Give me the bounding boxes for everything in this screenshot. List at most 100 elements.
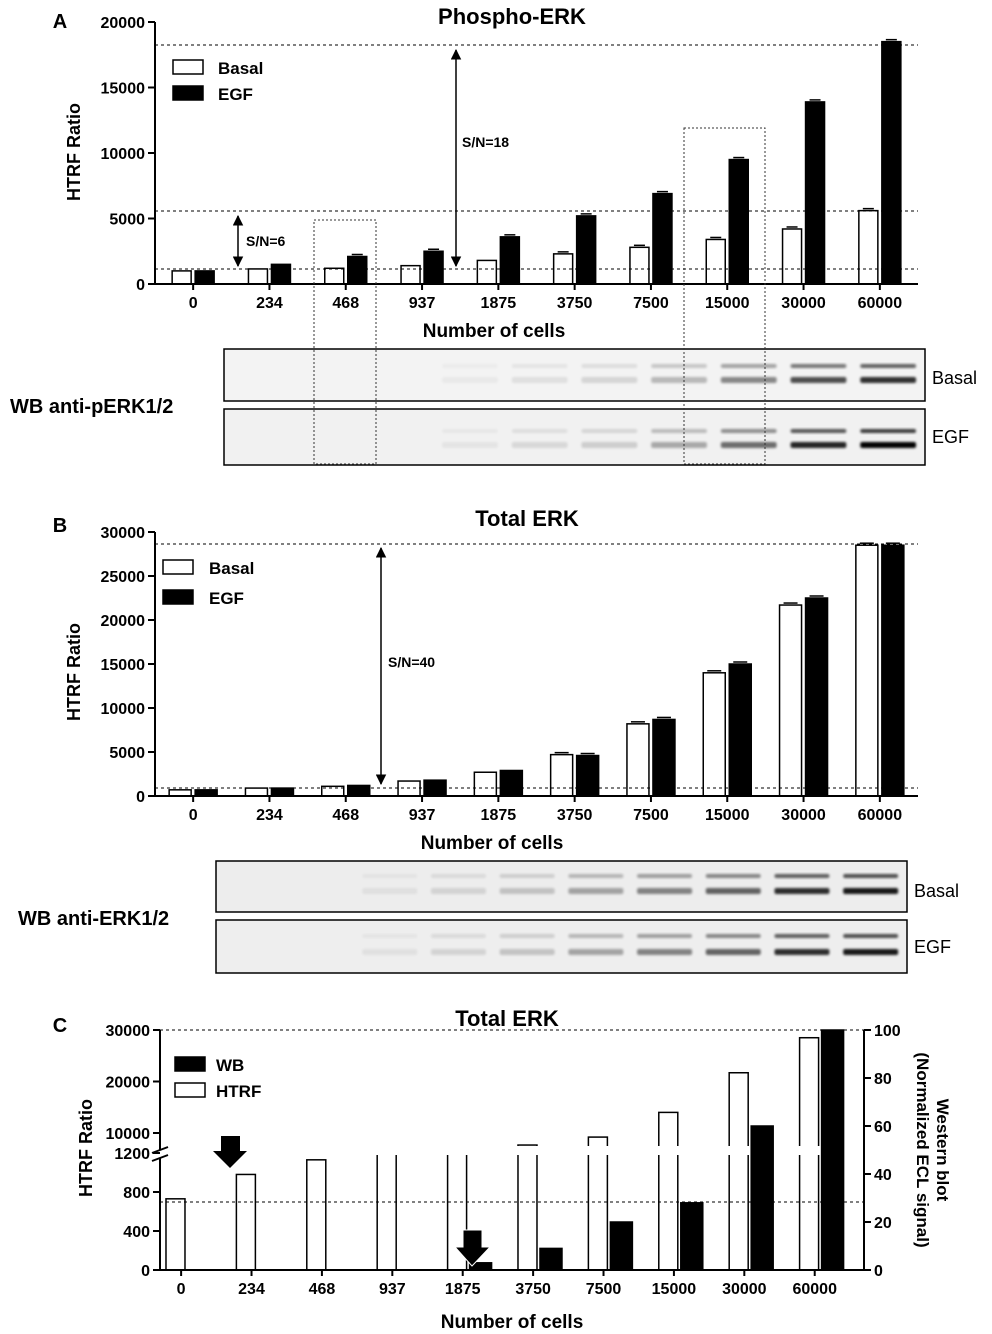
bar-htrf (517, 1144, 538, 1271)
y-tick-label: 10000 (101, 146, 146, 163)
legend-swatch-basal (172, 59, 204, 75)
chart-c-y2label-line2: (Normalized ECL signal) (913, 1052, 932, 1247)
bar-egf (652, 192, 673, 285)
blot-band (568, 874, 624, 878)
bar-basal (781, 228, 803, 285)
panel-a-letter: A (53, 11, 67, 33)
x-tick-label: 234 (238, 1281, 265, 1298)
blot-band (790, 377, 847, 383)
bar-egf (499, 236, 521, 285)
x-tick-label: 0 (189, 295, 198, 312)
bar-htrf (658, 1111, 679, 1271)
blot-band (651, 442, 707, 448)
x-tick-label: 3750 (557, 295, 593, 312)
x-tick-label: 15000 (705, 807, 750, 824)
blot-b-label: WB anti-ERK1/2 (18, 908, 169, 930)
y-tick-label: 5000 (109, 745, 145, 762)
bar-egf (347, 255, 368, 285)
blot-band (568, 888, 624, 894)
x-tick-label: 7500 (633, 295, 669, 312)
y-tick-label: 0 (136, 277, 145, 294)
bar-htrf (376, 1151, 397, 1271)
bar-wb (750, 1125, 774, 1271)
x-tick-label: 7500 (633, 807, 669, 824)
legend-label-basal: Basal (209, 559, 254, 578)
chart-c-x-ticks: 0 234 468 937 1875 3750 7500 15000 30000 60000 (177, 1270, 837, 1298)
sn40-label: S/N=40 (388, 654, 435, 670)
blot-a-lane-egf: EGF (932, 427, 969, 447)
blot-band (442, 377, 498, 383)
y-tick-label: 20000 (106, 1075, 151, 1092)
x-tick-label: 1875 (481, 807, 517, 824)
chart-a-title: Phospho-ERK (438, 4, 586, 29)
y-tick-label: 15000 (101, 657, 146, 674)
y-tick-label: 1200 (114, 1146, 150, 1163)
blot-band (651, 377, 707, 383)
blot-band (511, 442, 568, 448)
bar-egf (804, 101, 826, 285)
bar-wb (539, 1247, 563, 1271)
panel-c: C Total ERK HTRF Ratio Number of cells W… (53, 1006, 952, 1333)
y-tick-label: 800 (123, 1185, 150, 1202)
bar-htrf (165, 1198, 186, 1271)
blot-band (705, 949, 761, 955)
x-tick-label: 1875 (445, 1281, 481, 1298)
x-tick-label: 937 (409, 295, 436, 312)
bar-egf (347, 784, 371, 797)
sn18-label: S/N=18 (462, 134, 509, 150)
legend-swatch-wb (174, 1056, 206, 1072)
chart-b-ylabel: HTRF Ratio (64, 623, 84, 721)
blot-band (442, 442, 498, 448)
blot-band (790, 364, 847, 368)
blot-band (362, 888, 418, 894)
blot-b-basal-lane (215, 860, 908, 913)
panel-a: A Phospho-ERK HTRF Ratio Number of cells… (10, 4, 977, 466)
x-tick-label: 60000 (858, 807, 903, 824)
bar-wb (609, 1221, 634, 1271)
blot-band (637, 874, 693, 878)
blot-b-lane-egf: EGF (914, 937, 951, 957)
x-tick-label: 60000 (792, 1281, 837, 1298)
bar-egf (728, 158, 749, 285)
bar-egf (881, 544, 905, 797)
blot-band (581, 377, 638, 383)
bar-egf (270, 263, 292, 285)
x-tick-label: 0 (177, 1281, 186, 1298)
blot-band (790, 442, 847, 448)
bar-basal (629, 246, 650, 285)
bar-break-gap (797, 1146, 821, 1155)
blot-band (568, 934, 624, 938)
bar-basal (244, 787, 269, 797)
blot-band (581, 429, 638, 433)
blot-b-lane-basal: Basal (914, 881, 959, 901)
blot-band (442, 364, 498, 368)
bar-basal (400, 264, 421, 285)
blot-band (581, 442, 638, 448)
bar-egf (575, 754, 600, 797)
bar-egf (423, 250, 444, 285)
y2-tick-label: 60 (874, 1119, 892, 1136)
blot-band (651, 364, 707, 368)
blot-band (720, 429, 777, 433)
blot-band (774, 949, 830, 955)
blot-band (499, 934, 555, 938)
legend-label-htrf: HTRF (216, 1082, 261, 1101)
bar-break-gap (656, 1146, 680, 1155)
blot-a-bands (442, 364, 917, 448)
blot-band (511, 377, 568, 383)
panel-b: B Total ERK HTRF Ratio Number of cells 0… (18, 506, 959, 974)
chart-c-legend: WB HTRF (174, 1056, 261, 1101)
blot-band (774, 934, 830, 938)
bar-wb (680, 1202, 704, 1271)
y-tick-label: 0 (136, 789, 145, 806)
blot-band (860, 377, 917, 383)
x-tick-label: 0 (189, 807, 198, 824)
y2-tick-label: 20 (874, 1215, 892, 1232)
bar-egf (728, 663, 752, 797)
x-tick-label: 7500 (586, 1281, 622, 1298)
y-tick-label: 10000 (101, 701, 146, 718)
blot-b-egf-lane (215, 919, 908, 974)
y-tick-label: 20000 (101, 613, 146, 630)
chart-c-ylabel: HTRF Ratio (76, 1099, 96, 1197)
